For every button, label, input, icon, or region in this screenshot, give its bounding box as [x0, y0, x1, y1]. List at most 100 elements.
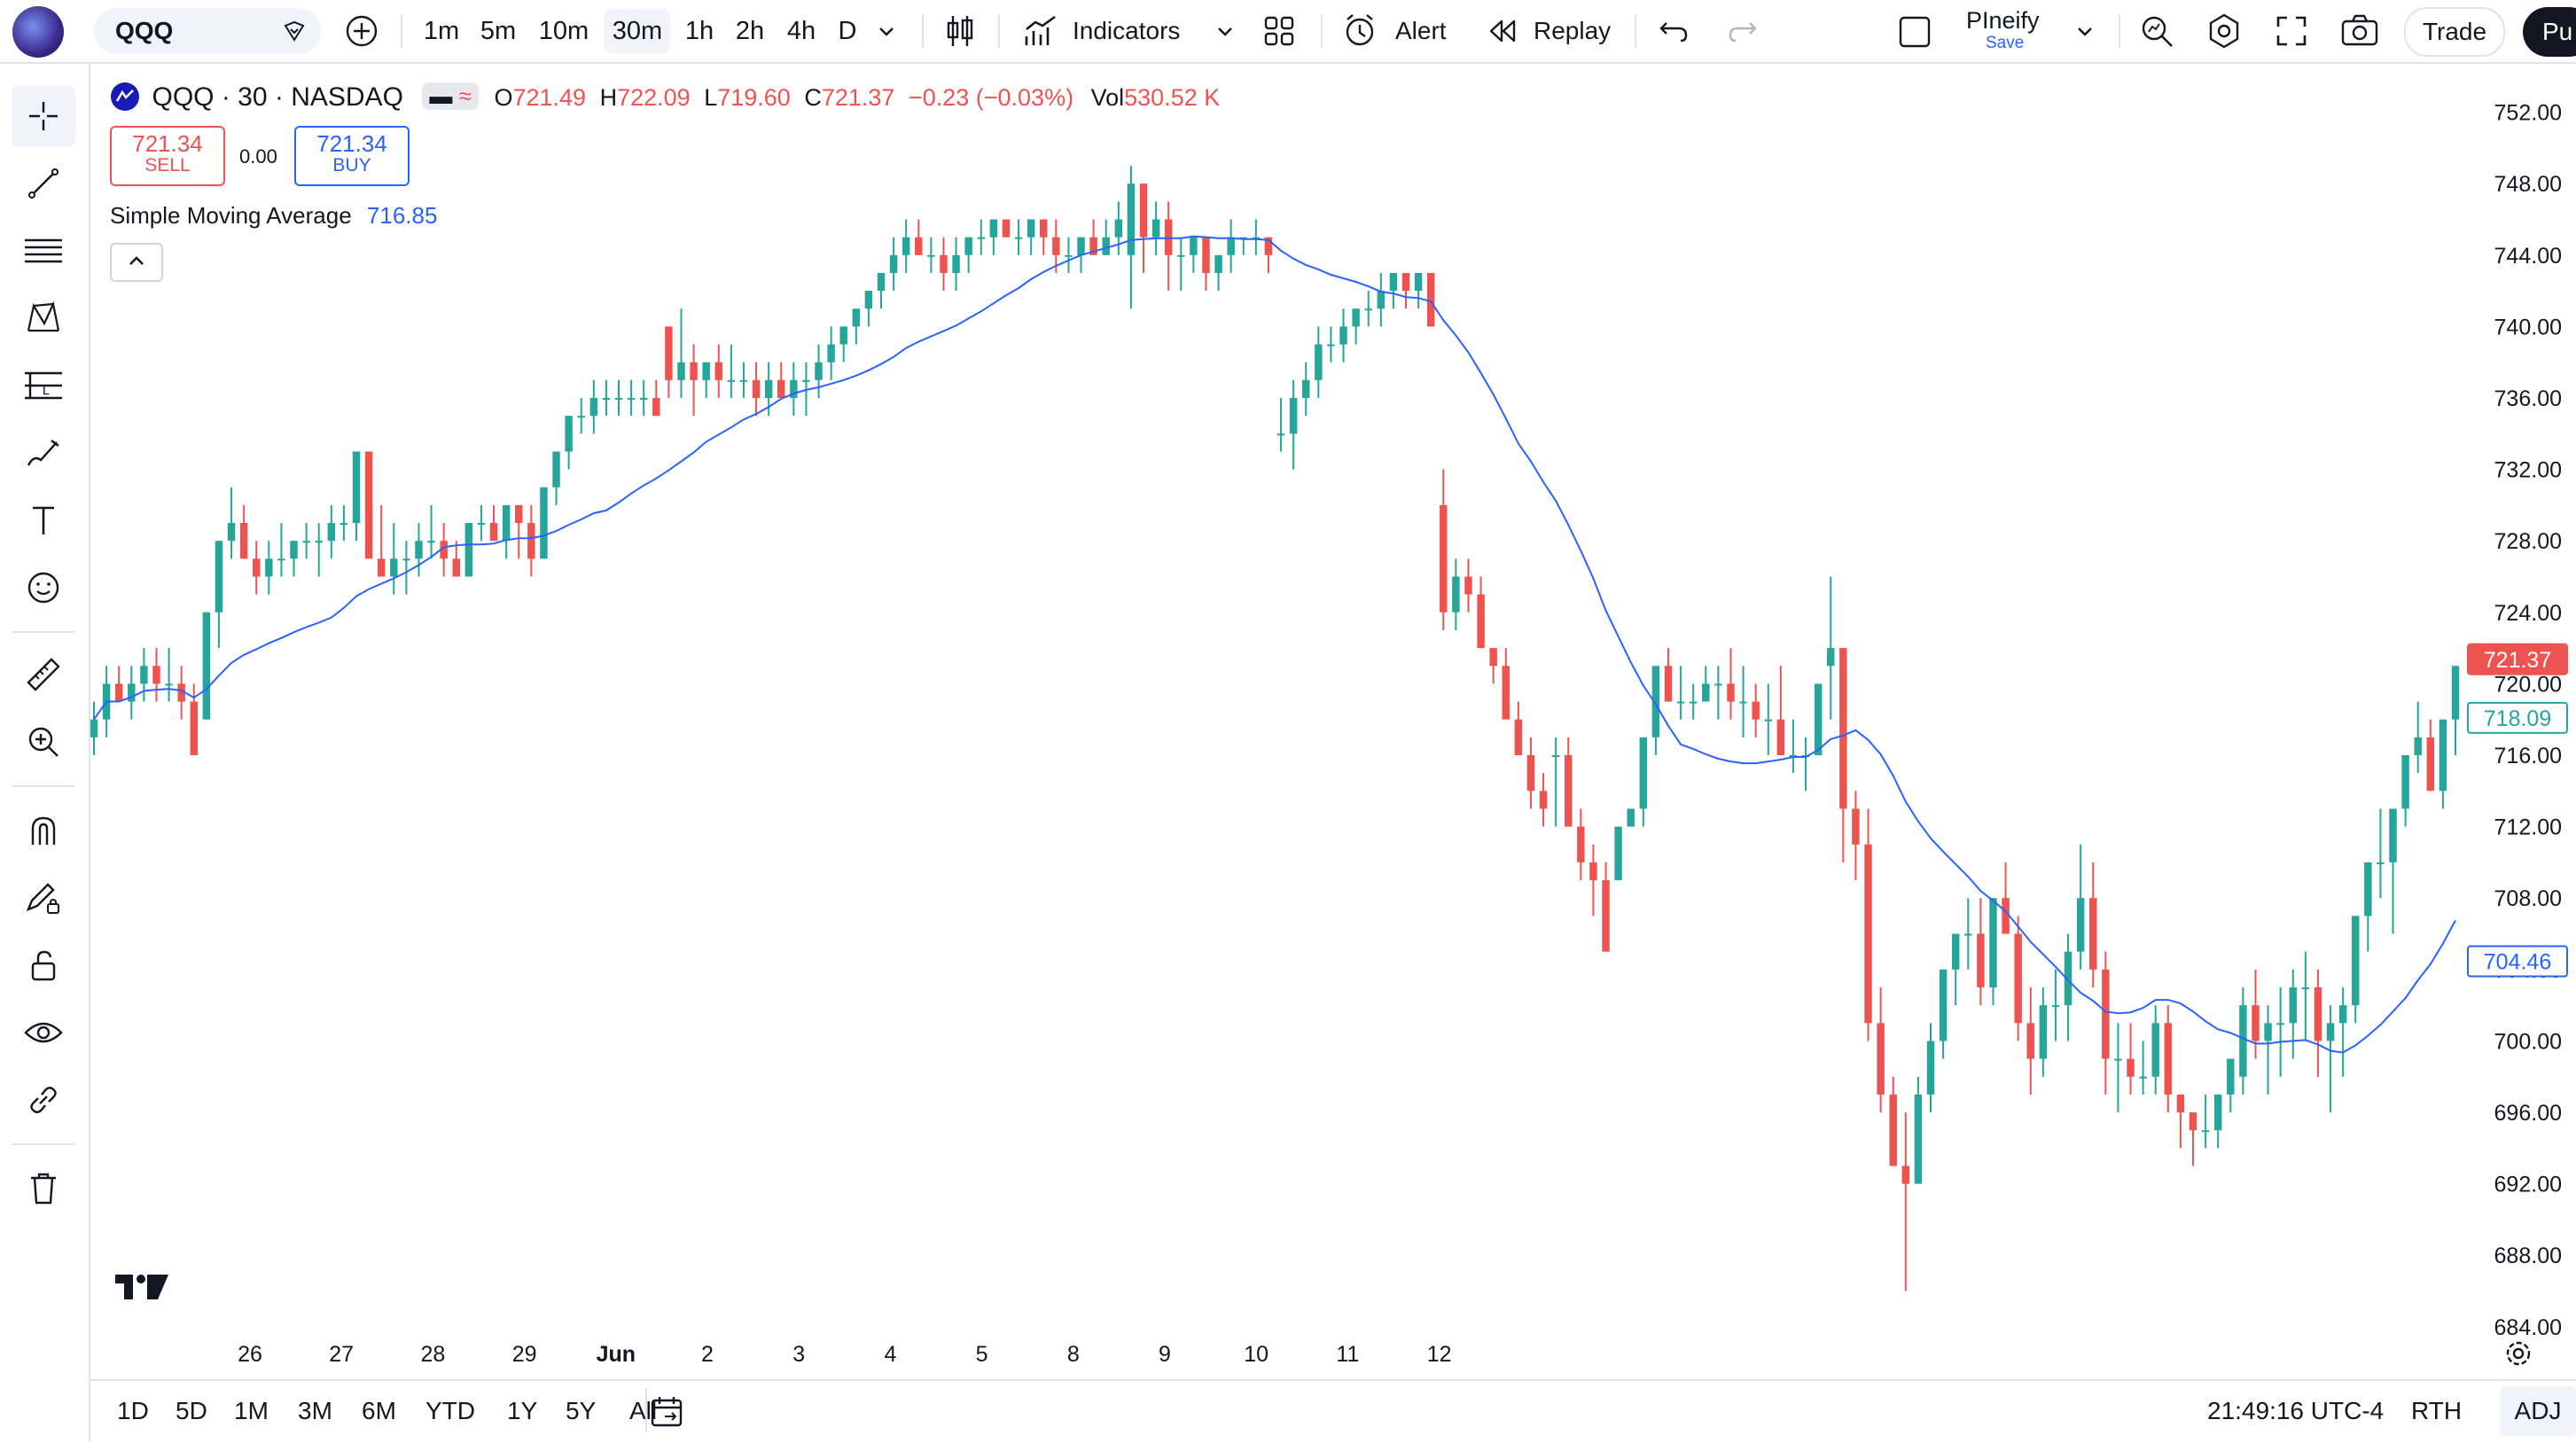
interval-5m[interactable]: 5m: [480, 17, 517, 45]
candle[interactable]: [602, 379, 611, 417]
range-1d-button[interactable]: 1D: [117, 1397, 149, 1424]
legend-collapse-button[interactable]: [110, 243, 163, 282]
candle[interactable]: [1315, 326, 1323, 398]
candle[interactable]: [1401, 272, 1410, 309]
symbol-search[interactable]: QQQ: [94, 8, 321, 54]
candle[interactable]: [952, 237, 960, 292]
candle[interactable]: [815, 344, 823, 398]
candle[interactable]: [1289, 379, 1298, 470]
symbol-title[interactable]: QQQ · 30 · NASDAQ: [152, 82, 403, 112]
candle[interactable]: [1065, 237, 1073, 273]
candle[interactable]: [227, 487, 236, 559]
candle[interactable]: [2189, 1112, 2197, 1166]
candle[interactable]: [1440, 469, 1448, 630]
candle[interactable]: [1477, 576, 1485, 649]
candle[interactable]: [1702, 666, 1710, 702]
candle[interactable]: [1939, 969, 1948, 1059]
candle[interactable]: [177, 666, 185, 720]
candle[interactable]: [1639, 737, 1648, 827]
candle[interactable]: [2076, 844, 2085, 970]
layout-save-label[interactable]: Save: [1986, 34, 2025, 52]
candle[interactable]: [1014, 219, 1023, 255]
candle[interactable]: [2002, 862, 2010, 934]
candle[interactable]: [1877, 987, 1885, 1112]
candle[interactable]: [1589, 844, 1597, 916]
adjust-data-button[interactable]: ADJ: [2500, 1386, 2576, 1436]
candle[interactable]: [1776, 666, 1785, 755]
replay-button[interactable]: Replay: [1534, 17, 1612, 44]
candle[interactable]: [2114, 1023, 2122, 1112]
candle[interactable]: [2301, 951, 2310, 1041]
candle[interactable]: [2139, 1041, 2147, 1095]
candle[interactable]: [565, 416, 573, 470]
legend-visibility-toggle[interactable]: ▬ ≈: [422, 82, 479, 110]
sell-button[interactable]: 721.34 SELL: [110, 126, 225, 186]
candle[interactable]: [1114, 201, 1123, 255]
candle[interactable]: [2026, 987, 2034, 1095]
layout-name[interactable]: PIneify: [1966, 7, 2040, 34]
candle[interactable]: [677, 308, 685, 398]
brush-tool[interactable]: [12, 422, 75, 484]
session-rth-button[interactable]: RTH: [2411, 1397, 2463, 1424]
range-1y-button[interactable]: 1Y: [507, 1397, 538, 1424]
crosshair-tool[interactable]: [12, 85, 75, 147]
interval-1h[interactable]: 1h: [684, 17, 714, 45]
candle[interactable]: [114, 666, 123, 702]
candle[interactable]: [515, 504, 523, 559]
candle[interactable]: [190, 683, 198, 755]
candle[interactable]: [1539, 773, 1548, 827]
candle[interactable]: [1364, 291, 1372, 327]
indicators-dropdown-chevron-icon[interactable]: [1214, 23, 1236, 41]
range-3m-button[interactable]: 3M: [298, 1397, 332, 1424]
candle[interactable]: [1202, 237, 1210, 292]
range-5d-button[interactable]: 5D: [176, 1397, 207, 1424]
candle[interactable]: [1151, 201, 1160, 255]
candle[interactable]: [1602, 862, 1610, 952]
indicators-button[interactable]: Indicators: [1073, 17, 1181, 44]
candle[interactable]: [440, 523, 448, 577]
candle[interactable]: [1801, 737, 1810, 792]
candle[interactable]: [889, 237, 898, 292]
candle[interactable]: [377, 504, 386, 577]
interval-10m[interactable]: 10m: [538, 17, 589, 45]
interval-1m[interactable]: 1m: [423, 17, 460, 45]
candle[interactable]: [2338, 987, 2347, 1077]
interval-30m[interactable]: 30m: [605, 9, 670, 53]
candle[interactable]: [1164, 201, 1173, 292]
candle[interactable]: [1839, 648, 1847, 862]
candle[interactable]: [1177, 237, 1185, 292]
quick-search-icon[interactable]: [2138, 12, 2175, 50]
candle[interactable]: [202, 612, 211, 720]
candle[interactable]: [302, 523, 310, 559]
candle[interactable]: [1377, 272, 1386, 327]
candle[interactable]: [989, 219, 998, 255]
candle[interactable]: [1514, 701, 1523, 755]
candle[interactable]: [2102, 951, 2110, 1095]
candle[interactable]: [964, 237, 972, 273]
price-chart[interactable]: [90, 64, 2466, 1358]
candle[interactable]: [1914, 1076, 1923, 1184]
compare-add-icon[interactable]: [344, 13, 379, 49]
candle[interactable]: [489, 504, 498, 542]
candle[interactable]: [1676, 666, 1685, 720]
candle[interactable]: [152, 648, 160, 702]
candle[interactable]: [1977, 898, 1985, 1006]
candle[interactable]: [2039, 987, 2048, 1077]
settings-gear-icon[interactable]: [2205, 12, 2243, 50]
candle[interactable]: [1052, 219, 1060, 273]
candle[interactable]: [1327, 326, 1335, 363]
candle[interactable]: [614, 379, 623, 417]
candle[interactable]: [1239, 237, 1247, 255]
candle[interactable]: [977, 219, 985, 255]
candle[interactable]: [2239, 987, 2247, 1095]
candle[interactable]: [1551, 737, 1560, 827]
candle[interactable]: [1040, 219, 1048, 255]
candle[interactable]: [215, 541, 223, 649]
candle[interactable]: [1026, 219, 1035, 255]
candle[interactable]: [352, 451, 361, 542]
candle[interactable]: [839, 326, 847, 363]
measure-tool[interactable]: [12, 644, 75, 706]
candle[interactable]: [1789, 719, 1798, 774]
candle[interactable]: [2051, 969, 2060, 1041]
redo-icon[interactable]: [1725, 18, 1759, 44]
